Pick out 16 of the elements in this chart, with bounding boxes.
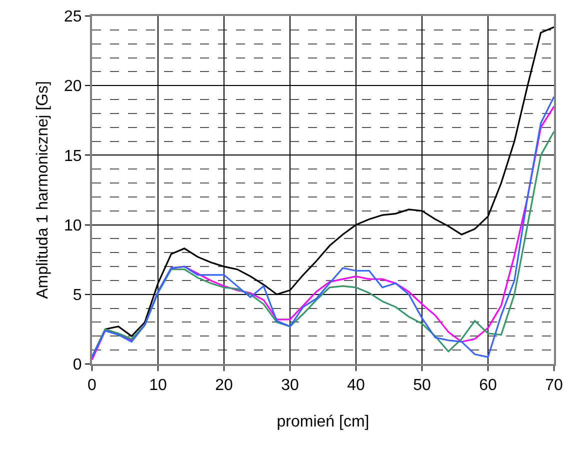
y-axis-title: Amplituda 1 harmonicznej [Gs]: [34, 81, 52, 299]
x-axis-title: promień [cm]: [276, 413, 370, 430]
x-tick-label: 60: [479, 377, 497, 394]
x-tick-label: 50: [413, 377, 431, 394]
y-tick-label: 25: [64, 8, 82, 26]
y-tick-label: 10: [64, 217, 82, 234]
x-tick-label: 0: [88, 377, 97, 394]
x-tick-label: 30: [281, 377, 299, 394]
y-tick-label: 0: [72, 356, 82, 374]
x-tick-label: 70: [545, 377, 563, 394]
x-tick-label: 40: [347, 377, 365, 394]
x-tick-label: 20: [215, 377, 233, 394]
y-tick-label: 15: [64, 148, 82, 165]
y-tick-label: 5: [72, 287, 82, 304]
y-tick-label: 20: [64, 78, 82, 96]
x-tick-label: 10: [149, 377, 167, 394]
